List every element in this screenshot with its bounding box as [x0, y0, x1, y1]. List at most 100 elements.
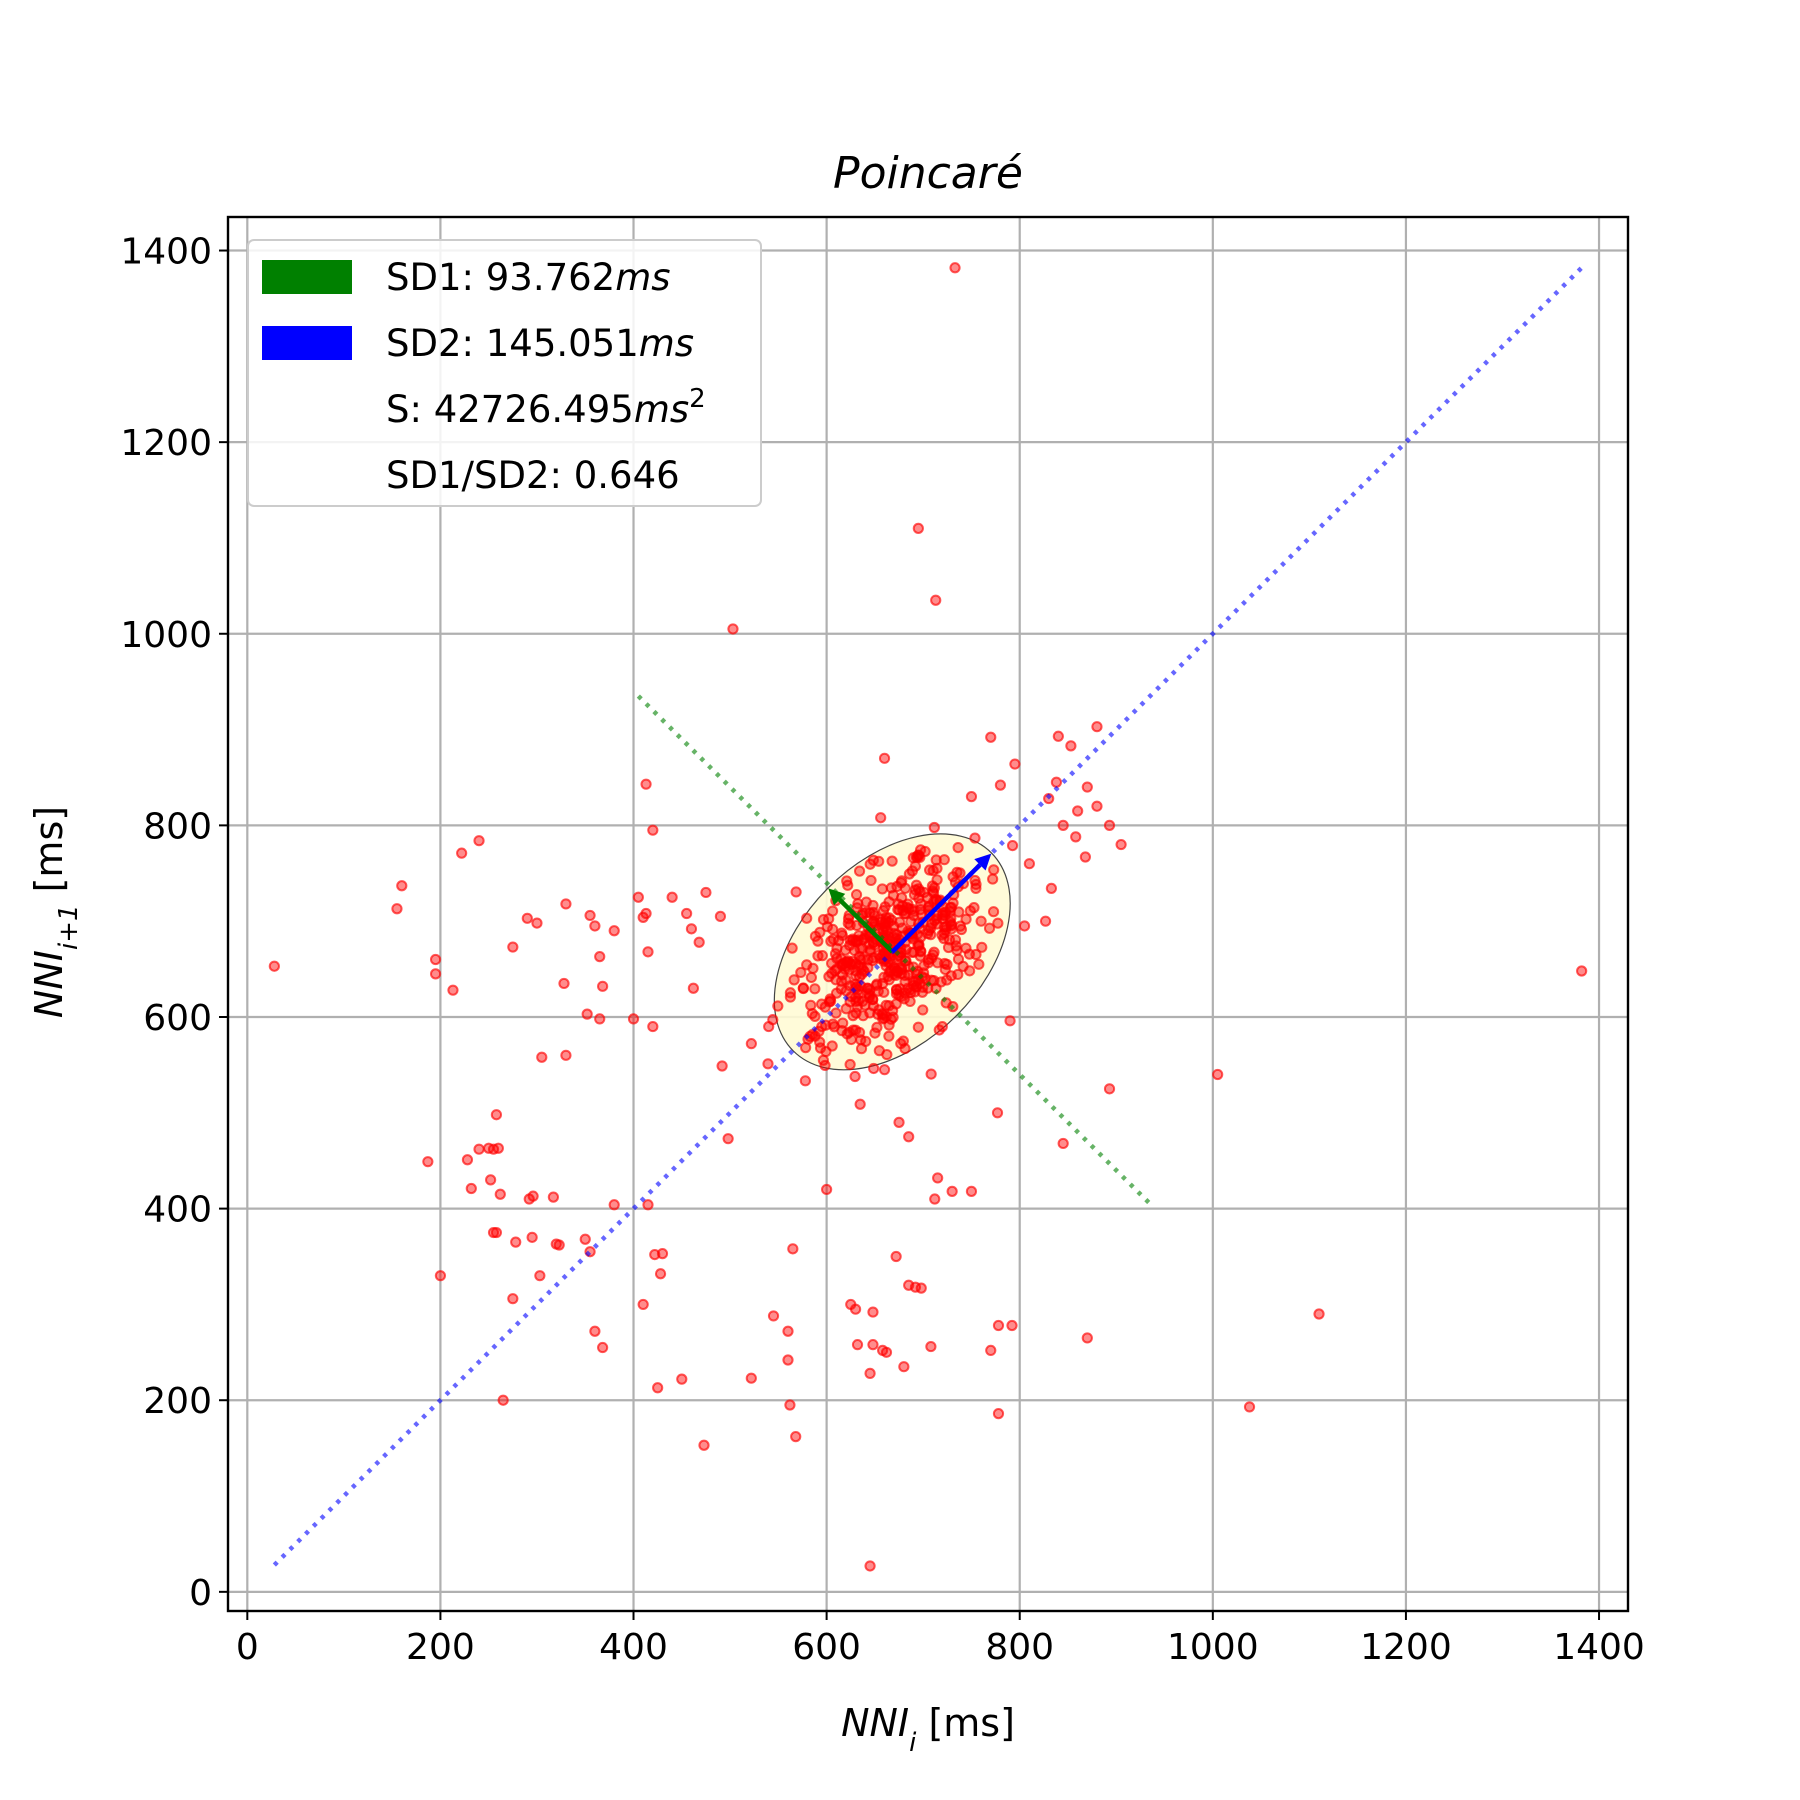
data-point: [1018, 920, 1031, 932]
data-point: [945, 918, 958, 931]
legend-entry-label: S: 42726.495: [386, 388, 634, 431]
data-point: [946, 1185, 958, 1197]
data-point: [965, 1185, 978, 1197]
data-point: [473, 1143, 485, 1155]
data-point: [560, 898, 572, 910]
data-point: [851, 1339, 864, 1351]
data-point: [1006, 840, 1019, 852]
data-point: [992, 1319, 1005, 1332]
data-point: [817, 913, 830, 926]
data-point: [847, 1024, 859, 1036]
data-point: [860, 1035, 872, 1047]
data-point: [949, 262, 961, 274]
data-point: [526, 1231, 538, 1243]
data-point: [908, 889, 921, 901]
data-point: [970, 878, 982, 891]
data-point: [932, 1172, 944, 1184]
data-point: [975, 915, 987, 927]
x-label-unit: [ms]: [916, 1701, 1015, 1745]
data-point: [849, 935, 862, 947]
data-point: [878, 1064, 891, 1076]
data-point: [716, 1060, 728, 1072]
data-point: [536, 1051, 548, 1063]
y-label-sub: i+1: [54, 904, 84, 950]
data-point: [1103, 1083, 1116, 1095]
data-point: [800, 1042, 812, 1054]
sd-arrows: [828, 853, 992, 954]
legend-entry: S: 42726.495ms2: [386, 384, 706, 431]
data-point: [584, 909, 596, 922]
data-point: [1070, 831, 1082, 843]
data-point: [853, 865, 866, 877]
data-point: [727, 623, 739, 635]
data-point: [815, 998, 828, 1010]
data-point: [825, 935, 837, 947]
data-point: [531, 917, 543, 929]
data-point: [915, 1282, 927, 1294]
data-point: [885, 1013, 897, 1025]
data-point: [875, 812, 887, 824]
legend-entry-unit: ms: [615, 256, 670, 299]
data-point: [912, 1021, 924, 1033]
data-point: [1057, 1137, 1069, 1150]
data-point: [490, 1109, 503, 1121]
data-point: [895, 877, 907, 889]
y-tick-label: 1200: [120, 423, 212, 464]
data-point: [745, 1038, 757, 1050]
data-point: [429, 953, 442, 966]
data-point: [1072, 805, 1084, 817]
data-point: [608, 925, 620, 937]
data-point: [827, 923, 839, 935]
data-point: [801, 912, 813, 924]
data-point: [923, 901, 935, 914]
data-point: [654, 1268, 667, 1280]
data-point: [510, 1236, 522, 1248]
legend-entry-unit: ms: [634, 388, 689, 431]
data-point: [1050, 776, 1063, 788]
x-tick-label: 0: [236, 1627, 259, 1668]
data-point: [396, 880, 408, 892]
data-point: [534, 1270, 546, 1282]
data-point: [854, 943, 866, 955]
legend-entry-exp: 2: [689, 384, 706, 414]
data-point: [594, 1013, 606, 1025]
data-point: [881, 1048, 893, 1061]
data-point: [1065, 740, 1077, 752]
x-tick-label: 1400: [1553, 1627, 1645, 1668]
data-point: [700, 886, 712, 899]
data-point: [852, 988, 864, 1000]
data-point: [960, 913, 972, 925]
data-point: [883, 1030, 895, 1042]
data-point: [784, 1399, 796, 1411]
data-point: [799, 1075, 811, 1087]
data-point: [693, 936, 705, 948]
data-point: [931, 918, 943, 930]
data-point: [1103, 819, 1116, 831]
x-label-sub: i: [909, 1728, 917, 1758]
data-point: [886, 855, 898, 867]
y-tick-label: 800: [143, 806, 212, 847]
data-point: [560, 1049, 572, 1061]
data-point: [461, 1154, 474, 1166]
y-tick-label: 0: [189, 1573, 212, 1614]
data-point: [819, 1059, 831, 1072]
y-tick-label: 1400: [120, 232, 212, 273]
y-ticks: 0 200 400 600 800 1000 1200 1400: [120, 232, 228, 1614]
x-ticks: 0 200 400 600 800 1000 1200 1400: [236, 1611, 1645, 1668]
data-point: [904, 984, 916, 996]
data-point: [954, 920, 966, 932]
legend-swatch: [262, 326, 352, 360]
data-point: [876, 883, 888, 895]
data-point: [898, 1361, 910, 1373]
legend-entry: SD1: 93.762ms: [386, 256, 671, 299]
data-point: [1091, 721, 1103, 733]
legend-box: [247, 239, 762, 507]
data-point: [867, 916, 879, 928]
data-point: [1052, 730, 1064, 742]
data-point: [608, 1199, 620, 1211]
data-point: [1004, 1015, 1016, 1027]
data-point: [767, 1014, 779, 1026]
data-point: [931, 862, 943, 874]
data-point: [807, 962, 819, 974]
data-point: [814, 1036, 826, 1048]
